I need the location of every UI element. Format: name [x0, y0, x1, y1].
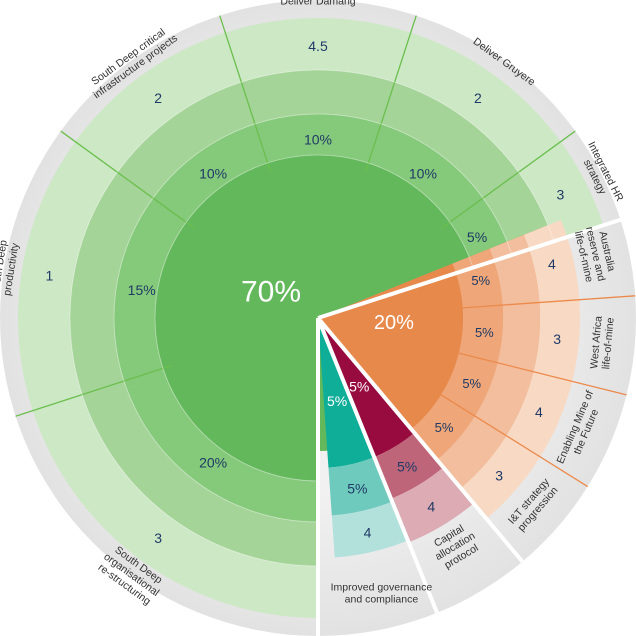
maroon-weight-label: 5% [349, 379, 369, 395]
teal-item-weight: 5% [347, 481, 367, 497]
orange-outer-segment [533, 299, 580, 382]
group-separator-line [316, 316, 524, 563]
orange-item-score: 3 [495, 467, 503, 483]
chart-separators [15, 15, 636, 636]
green-ring-boundary [154, 154, 474, 482]
green-ring2-segment [117, 82, 255, 199]
orange-weight-label: 20% [374, 312, 414, 334]
teal-weight-label: 5% [327, 393, 347, 409]
orange-ring2-segment [489, 234, 540, 306]
green-ring-boundary [113, 113, 513, 523]
green-outer-segment [394, 32, 561, 173]
orange-item-score: 3 [553, 331, 561, 347]
green-item-score: 1 [45, 267, 53, 283]
orange-item-label: Australiareserve andlife-of-mine [571, 223, 619, 285]
green-item-score: 3 [556, 187, 564, 203]
orange-item-weight: 5% [435, 420, 454, 435]
orange-outer-segment [523, 219, 580, 303]
orange-ring2-segment [474, 362, 534, 436]
green-item-separator [441, 130, 576, 229]
green-item-score: 2 [474, 90, 482, 106]
green-item-weight: 15% [128, 282, 156, 298]
green-item-separator [364, 15, 417, 173]
orange-ring1-segment [458, 305, 503, 363]
maroon-item-weight: 5% [397, 458, 417, 474]
green-item-separator [219, 15, 272, 173]
orange-item-score: 4 [535, 404, 543, 420]
green-item-score: 3 [154, 530, 162, 546]
green-outer-segment [225, 17, 411, 83]
maroon-core-segment [318, 318, 415, 458]
green-item-label: Deliver Damang [280, 0, 355, 8]
orange-ring2-segment [497, 302, 540, 372]
orange-item-label: West Africalife-of-mine [588, 315, 617, 370]
green-outer-segment [518, 141, 604, 242]
orange-ring1-segment [411, 394, 475, 460]
green-ring1-segment [368, 123, 484, 223]
orange-item-separator [440, 394, 589, 488]
teal-item-label: Improved governance and compliance [331, 581, 433, 605]
group-separator-line [317, 217, 622, 320]
orange-ring2-segment [436, 416, 507, 489]
green-item-weight: 20% [199, 454, 227, 470]
green-outer-segment [75, 32, 242, 173]
orange-item-score: 4 [548, 256, 556, 272]
green-ring1-segment [254, 114, 382, 163]
teal-outer-segment [331, 501, 408, 558]
green-item-separator [60, 130, 195, 229]
orange-item-weight: 5% [462, 376, 481, 391]
orange-ring1-segment [440, 353, 498, 417]
orange-item-separator [458, 352, 627, 396]
green-item-separator [15, 364, 173, 417]
green-outer-segment [32, 394, 318, 618]
green-item-weight: 10% [199, 166, 227, 182]
green-ring2-segment [381, 82, 519, 199]
green-ring-boundary [69, 69, 555, 567]
green-ring2-segment [70, 172, 153, 395]
green-item-weight: 10% [304, 132, 332, 148]
green-ring1-segment [123, 368, 319, 522]
green-weight-label: 70% [241, 276, 301, 309]
orange-outer-segment [460, 435, 541, 519]
green-ring2-segment [82, 381, 318, 566]
teal-ring1-segment [328, 457, 393, 516]
maroon-outer-segment [391, 467, 474, 543]
green-ring1-segment [114, 198, 187, 382]
orange-item-separator [462, 295, 636, 309]
green-ring1-segment [152, 123, 268, 223]
orange-item-weight: 5% [475, 325, 494, 340]
green-item-weight: 5% [467, 229, 487, 245]
green-ring2-segment [241, 69, 395, 124]
green-item-score: 4.5 [308, 38, 328, 54]
maroon-item-score: 4 [427, 499, 435, 515]
group-separator-line [316, 317, 439, 614]
orange-outer-segment [506, 371, 573, 457]
teal-item-score: 4 [364, 524, 372, 540]
green-item-weight: 10% [409, 166, 437, 182]
green-outer-segment [17, 141, 118, 411]
orange-item-weight: 5% [471, 273, 490, 288]
green-item-score: 2 [154, 90, 162, 106]
